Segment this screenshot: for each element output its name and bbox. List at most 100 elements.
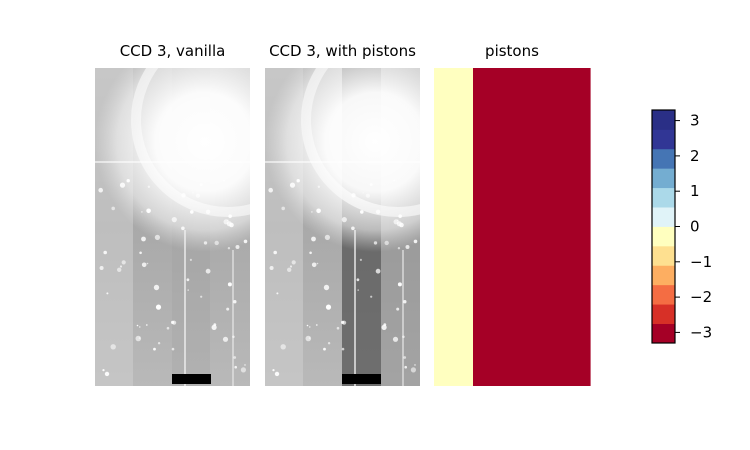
image-panel-vanilla	[95, 68, 250, 386]
piston-column	[434, 68, 474, 386]
star	[315, 324, 318, 326]
star	[138, 337, 141, 339]
star	[414, 364, 416, 366]
star	[351, 226, 355, 231]
star	[211, 324, 217, 330]
star	[223, 179, 225, 182]
star	[106, 292, 109, 295]
star	[305, 335, 312, 342]
star	[171, 217, 177, 223]
star-field	[98, 179, 248, 377]
image-panel-with-pistons	[265, 68, 420, 386]
star	[287, 267, 292, 272]
star	[323, 347, 326, 351]
star	[393, 179, 395, 182]
colorbar-bin	[652, 245, 675, 266]
star	[119, 182, 126, 188]
star	[243, 239, 248, 244]
star	[199, 183, 203, 187]
star	[324, 234, 330, 240]
star	[192, 192, 194, 194]
star	[370, 295, 373, 298]
colorbar-tick-label: −3	[690, 323, 712, 341]
colorbar-tick-label: −2	[690, 288, 712, 306]
star	[235, 245, 240, 249]
piston-column	[551, 68, 591, 386]
star	[281, 206, 286, 211]
star	[384, 240, 389, 246]
colorbar-ticks: 3 2 1 0 −1 −2 −3	[675, 112, 712, 341]
star	[227, 247, 231, 250]
star	[268, 187, 274, 193]
star	[404, 365, 408, 369]
star	[166, 326, 170, 330]
star	[280, 344, 286, 350]
star	[222, 336, 229, 342]
star	[205, 209, 211, 214]
star	[186, 278, 190, 282]
star	[205, 268, 211, 274]
colorbar-bin	[652, 110, 675, 130]
star	[153, 347, 156, 351]
colorbar-bin	[652, 226, 675, 247]
piston-column	[512, 68, 552, 386]
star	[351, 193, 356, 198]
star	[403, 356, 407, 359]
colorbar-bin	[652, 265, 675, 286]
colorbar-bin	[652, 148, 675, 169]
star	[269, 266, 274, 270]
star	[383, 323, 387, 326]
star	[171, 347, 175, 351]
star	[226, 307, 230, 311]
star	[139, 326, 141, 328]
colorbar-bin	[652, 284, 675, 305]
star	[309, 326, 311, 328]
bright-star-glow	[265, 68, 420, 252]
star	[190, 210, 194, 214]
star	[195, 193, 200, 198]
star	[276, 292, 279, 295]
star	[325, 304, 332, 310]
star	[227, 282, 232, 287]
star	[200, 295, 203, 298]
star	[413, 239, 418, 244]
star	[309, 251, 312, 255]
star	[360, 210, 364, 214]
colorbar-bin	[652, 323, 675, 344]
star	[396, 307, 400, 311]
star	[373, 241, 378, 245]
star	[316, 208, 321, 214]
star	[121, 260, 126, 265]
colorbar-tick-label: −1	[690, 253, 712, 271]
star	[405, 245, 410, 249]
star	[171, 320, 175, 324]
colorbar-bin	[652, 187, 675, 208]
star	[228, 214, 232, 218]
star	[139, 251, 142, 255]
star	[227, 219, 229, 222]
star	[203, 241, 208, 245]
star	[98, 187, 103, 193]
star	[189, 258, 192, 261]
star	[181, 193, 186, 198]
star	[273, 250, 278, 255]
star	[233, 300, 237, 304]
colorbar-bin	[652, 168, 675, 189]
star	[402, 335, 405, 339]
colorbar-tick-label: 0	[690, 218, 700, 236]
star	[316, 262, 319, 265]
star	[213, 323, 217, 326]
star	[398, 214, 402, 218]
star	[146, 208, 151, 214]
star	[234, 365, 237, 369]
star	[103, 250, 107, 255]
piston-map	[434, 68, 591, 386]
star	[375, 268, 381, 274]
star	[136, 324, 139, 327]
star	[410, 367, 416, 373]
panel-title-with-pistons: CCD 3, with pistons	[269, 42, 416, 60]
star	[296, 179, 300, 183]
star	[229, 222, 234, 228]
star	[392, 336, 399, 342]
colorbar	[652, 110, 675, 344]
